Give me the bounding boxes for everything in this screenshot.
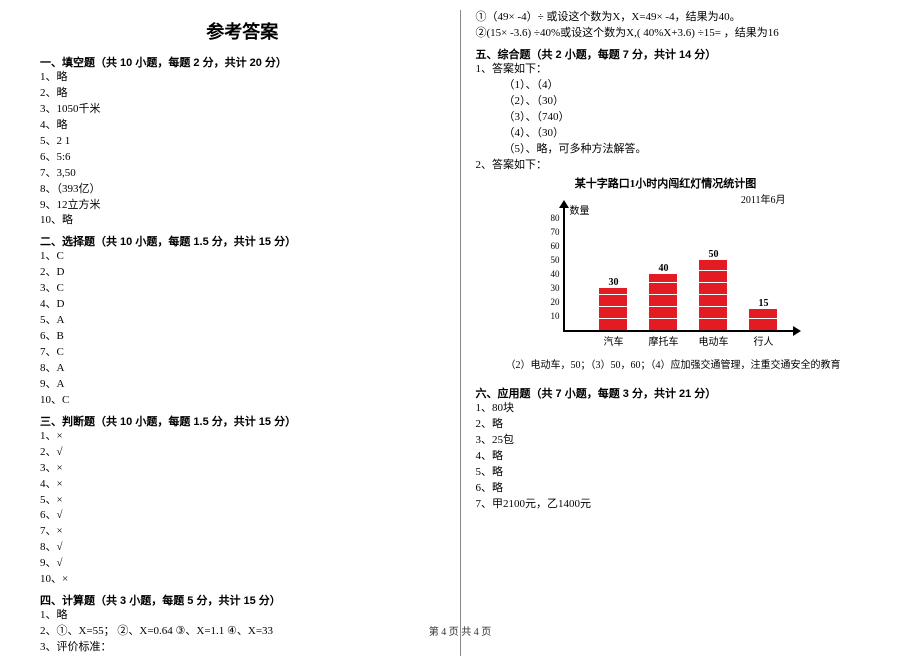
continuation-lines: ①（49× -4）÷ 或设这个数为X，X=49× -4，结果为40。②(15× …: [475, 10, 880, 42]
answer-line: 2、略: [40, 86, 445, 102]
section-4-heading: 四、计算题（共 3 小题，每题 5 分，共计 15 分）: [40, 592, 445, 608]
answer-line: 3、C: [40, 281, 445, 297]
y-axis: [563, 206, 565, 332]
chart-plot: 数量 102030405060708030汽车40摩托车50电动车15行人: [535, 206, 795, 346]
bar: [749, 309, 777, 330]
answer-line: 2、D: [40, 265, 445, 281]
answer-line: 3、1050千米: [40, 102, 445, 118]
page-footer: 第 4 页 共 4 页: [0, 623, 920, 638]
answer-line: 6、√: [40, 508, 445, 524]
answer-line: 1、80块: [475, 401, 880, 417]
section-6-answers: 1、80块2、略3、25包4、略5、略6、略7、甲2100元，乙1400元: [475, 401, 880, 513]
x-axis-arrow-icon: [793, 326, 801, 336]
section-2-heading: 二、选择题（共 10 小题，每题 1.5 分，共计 15 分）: [40, 233, 445, 249]
answer-line: （4）、（30）: [503, 126, 880, 142]
answer-line: 8、A: [40, 361, 445, 377]
section-3-answers: 1、×2、√3、×4、×5、×6、√7、×8、√9、√10、×: [40, 429, 445, 588]
chart-note: （2）电动车，50；（3）50，60；（4）应加强交通管理，注重交通安全的教育: [505, 356, 880, 371]
section-5-items: （1）、（4）（2）、（30）（3）、（740）（4）、（30）（5）、略，可多…: [475, 78, 880, 158]
answer-line: 9、A: [40, 377, 445, 393]
answer-line: 3、25包: [475, 433, 880, 449]
page-title: 参考答案: [40, 18, 445, 44]
answer-line: 6、略: [475, 481, 880, 497]
answer-line: 2、略: [475, 417, 880, 433]
bar: [649, 274, 677, 330]
y-tick: 70: [541, 227, 559, 237]
y-axis-arrow-icon: [559, 200, 569, 208]
y-tick: 60: [541, 241, 559, 251]
x-label: 摩托车: [643, 333, 683, 348]
bar-value: 30: [599, 277, 627, 288]
answer-line: ①（49× -4）÷ 或设这个数为X，X=49× -4，结果为40。: [475, 10, 880, 26]
answer-line: ②(15× -3.6) ÷40%或设这个数为X,( 40%X+3.6) ÷15=…: [475, 26, 880, 42]
answer-line: 10、×: [40, 572, 445, 588]
section-2-answers: 1、C2、D3、C4、D5、A6、B7、C8、A9、A10、C: [40, 249, 445, 408]
answer-line: 5、×: [40, 493, 445, 509]
answer-line: 5、略: [475, 465, 880, 481]
y-tick: 50: [541, 255, 559, 265]
answer-line: 9、√: [40, 556, 445, 572]
section-5-lead: 1、答案如下：: [475, 62, 880, 78]
answer-line: 4、×: [40, 477, 445, 493]
column-divider: [460, 10, 461, 656]
answer-line: 9、12立方米: [40, 198, 445, 214]
answer-line: 7、3,50: [40, 166, 445, 182]
y-tick: 40: [541, 269, 559, 279]
answer-line: 2、√: [40, 445, 445, 461]
bar-chart: 某十字路口1小时内闯红灯情况统计图 2011年6月 数量 10203040506…: [515, 175, 815, 350]
answer-line: （3）、（740）: [503, 110, 880, 126]
bar-value: 50: [699, 249, 727, 260]
y-tick: 20: [541, 297, 559, 307]
bar: [599, 288, 627, 330]
answer-line: 4、D: [40, 297, 445, 313]
bar: [699, 260, 727, 330]
section-3-heading: 三、判断题（共 10 小题，每题 1.5 分，共计 15 分）: [40, 413, 445, 429]
bar-value: 15: [749, 298, 777, 309]
section-1-heading: 一、填空题（共 10 小题，每题 2 分，共计 20 分）: [40, 54, 445, 70]
answer-line: 8、√: [40, 540, 445, 556]
answer-line: 1、略: [40, 70, 445, 86]
answer-line: 5、2 1: [40, 134, 445, 150]
answer-line: 4、略: [40, 118, 445, 134]
answer-line: 1、C: [40, 249, 445, 265]
answer-line: 7、×: [40, 524, 445, 540]
section-1-answers: 1、略2、略3、1050千米4、略5、2 16、5:67、3,508、（393亿…: [40, 70, 445, 229]
answer-line: 3、×: [40, 461, 445, 477]
y-tick: 30: [541, 283, 559, 293]
x-label: 汽车: [593, 333, 633, 348]
answer-line: （2）、（30）: [503, 94, 880, 110]
answer-line: 5、A: [40, 313, 445, 329]
bar-value: 40: [649, 263, 677, 274]
answer-line: 1、×: [40, 429, 445, 445]
answer-line: 1、略: [40, 608, 445, 624]
answer-line: （1）、（4）: [503, 78, 880, 94]
chart-title: 某十字路口1小时内闯红灯情况统计图: [515, 175, 815, 191]
answer-line: 8、（393亿）: [40, 182, 445, 198]
section-5-heading: 五、综合题（共 2 小题，每题 7 分，共计 14 分）: [475, 46, 880, 62]
answer-line: 3、评价标准：: [40, 640, 445, 656]
x-axis: [563, 330, 795, 332]
answer-line: （5）、略，可多种方法解答。: [503, 142, 880, 158]
answer-line: 7、甲2100元，乙1400元: [475, 497, 880, 513]
section-5-lead2: 2、答案如下：: [475, 158, 880, 174]
answer-line: 4、略: [475, 449, 880, 465]
y-tick: 10: [541, 311, 559, 321]
section-6-heading: 六、应用题（共 7 小题，每题 3 分，共计 21 分）: [475, 385, 880, 401]
x-label: 电动车: [693, 333, 733, 348]
answer-line: 10、略: [40, 213, 445, 229]
y-tick: 80: [541, 213, 559, 223]
answer-line: 7、C: [40, 345, 445, 361]
x-label: 行人: [743, 333, 783, 348]
answer-line: 6、5:6: [40, 150, 445, 166]
answer-line: 10、C: [40, 393, 445, 409]
answer-line: 6、B: [40, 329, 445, 345]
